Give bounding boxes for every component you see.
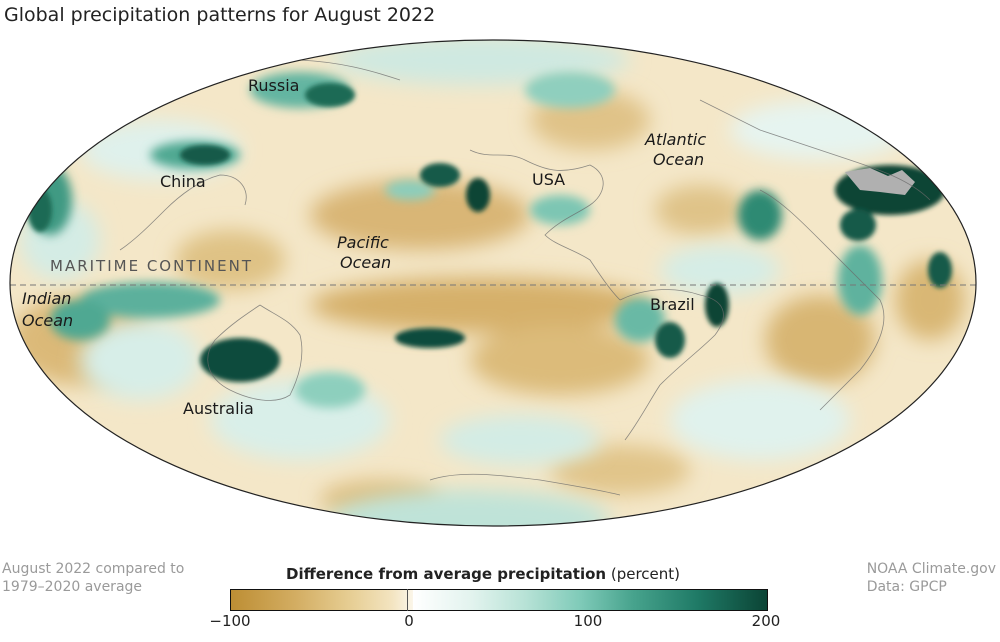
legend-tick-max: 200 xyxy=(751,612,781,630)
legend-tick-zero: 0 xyxy=(404,612,414,630)
label-usa: USA xyxy=(532,170,565,189)
credit-note: NOAA Climate.gov Data: GPCP xyxy=(867,560,996,596)
credit-line2: Data: GPCP xyxy=(866,579,947,595)
map-title: Global precipitation patterns for August… xyxy=(4,4,436,26)
globe-outline xyxy=(9,39,977,527)
legend-title-main: Difference from average precipitation xyxy=(286,565,607,583)
credit-line1: NOAA Climate.gov xyxy=(866,561,996,577)
map-field xyxy=(10,40,976,526)
label-brazil: Brazil xyxy=(650,295,695,314)
legend-title-unit: (percent) xyxy=(610,565,681,583)
label-australia: Australia xyxy=(183,399,254,418)
label-atlantic-ocean-line1: Atlantic xyxy=(644,130,706,149)
comparison-line2: 1979–2020 average xyxy=(2,579,143,595)
label-pacific-ocean-line1: Pacific xyxy=(337,233,389,252)
label-maritime-continent: MARITIME CONTINENT xyxy=(50,257,253,275)
label-indian-ocean-line1: Indian xyxy=(22,289,71,308)
legend-zero-mark xyxy=(407,589,408,611)
label-russia: Russia xyxy=(248,76,299,95)
label-atlantic-ocean-line2: Ocean xyxy=(653,150,704,169)
legend-tick-min: −100 xyxy=(209,612,251,630)
label-china: China xyxy=(160,172,206,191)
coastlines xyxy=(119,57,931,496)
label-indian-ocean-line2: Ocean xyxy=(22,311,73,330)
legend-color-bar xyxy=(230,589,768,611)
missing-data-region xyxy=(845,168,915,195)
comparison-line1: August 2022 compared to xyxy=(2,561,185,577)
dark-wet-regions xyxy=(28,83,952,382)
precipitation-map: Russia China MARITIME CONTINENT Indian O… xyxy=(9,39,977,527)
comparison-note: August 2022 compared to 1979–2020 averag… xyxy=(2,560,184,596)
label-pacific-ocean-line2: Ocean xyxy=(340,253,391,272)
legend-title: Difference from average precipitation (p… xyxy=(286,565,680,583)
legend-tick-100: 100 xyxy=(573,612,603,630)
